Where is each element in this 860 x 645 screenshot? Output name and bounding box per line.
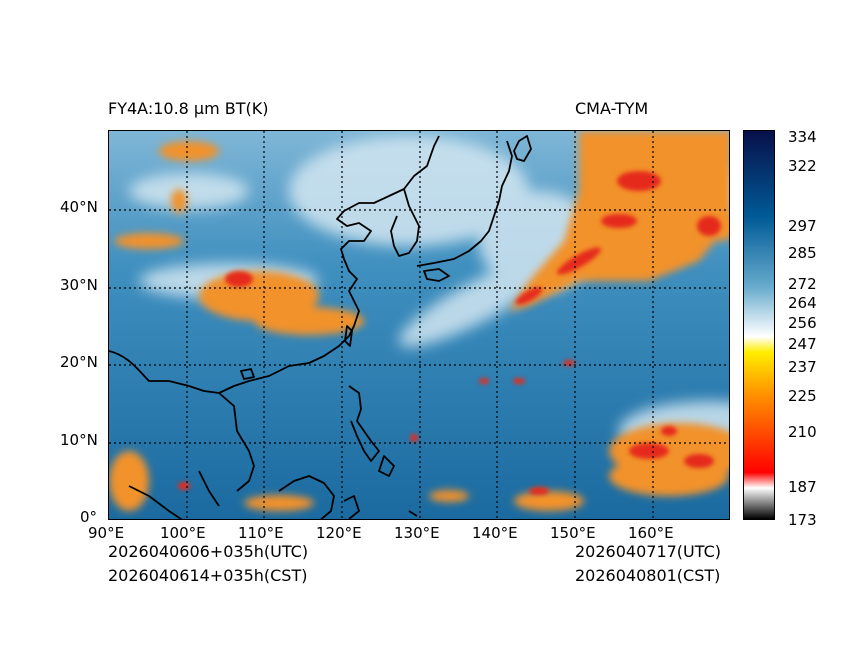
cbar-tick-322: 322 xyxy=(788,157,817,175)
cbar-tick-334: 334 xyxy=(788,128,817,146)
cbar-tick-247: 247 xyxy=(788,335,817,353)
valid-time-utc: 2026040717(UTC) xyxy=(575,542,721,561)
cbar-tick-225: 225 xyxy=(788,387,817,405)
cbar-tick-285: 285 xyxy=(788,244,817,262)
cbar-tick-237: 237 xyxy=(788,358,817,376)
gridlines xyxy=(109,131,729,519)
satellite-map[interactable] xyxy=(108,130,730,520)
lat-label-0: 0° xyxy=(80,508,98,526)
model-name: CMA-TYM xyxy=(575,99,649,118)
lon-label-120e: 120°E xyxy=(316,524,362,542)
colorbar xyxy=(743,130,775,520)
lat-label-10n: 10°N xyxy=(60,431,98,449)
lon-label-150e: 150°E xyxy=(550,524,596,542)
deep-convection-red xyxy=(178,171,721,495)
cbar-tick-173: 173 xyxy=(788,511,817,529)
init-time-cst: 2026040614+035h(CST) xyxy=(108,566,308,585)
cbar-tick-272: 272 xyxy=(788,275,817,293)
cbar-tick-297: 297 xyxy=(788,217,817,235)
lat-label-30n: 30°N xyxy=(60,276,98,294)
cbar-tick-264: 264 xyxy=(788,294,817,312)
cbar-tick-210: 210 xyxy=(788,423,817,441)
init-time-utc: 2026040606+035h(UTC) xyxy=(108,542,309,561)
lat-label-20n: 20°N xyxy=(60,353,98,371)
map-title: FY4A:10.8 µm BT(K) xyxy=(108,99,269,118)
lon-label-110e: 110°E xyxy=(238,524,284,542)
satellite-imagery xyxy=(109,131,729,519)
lon-label-160e: 160°E xyxy=(628,524,674,542)
cbar-tick-256: 256 xyxy=(788,314,817,332)
lon-label-90e: 90°E xyxy=(88,524,125,542)
lon-label-130e: 130°E xyxy=(394,524,440,542)
lat-label-40n: 40°N xyxy=(60,198,98,216)
coastlines xyxy=(109,135,532,519)
lon-label-100e: 100°E xyxy=(160,524,206,542)
valid-time-cst: 2026040801(CST) xyxy=(575,566,721,585)
lon-label-140e: 140°E xyxy=(472,524,518,542)
cbar-tick-187: 187 xyxy=(788,478,817,496)
